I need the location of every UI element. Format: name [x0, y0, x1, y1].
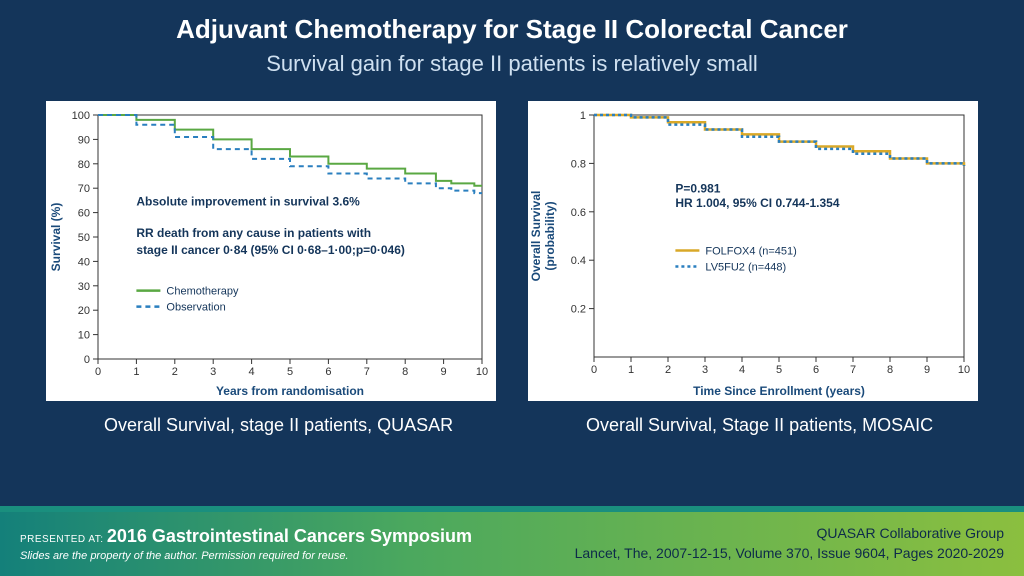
svg-text:1: 1 — [580, 110, 586, 122]
caption-right: Overall Survival, Stage II patients, MOS… — [528, 401, 978, 436]
svg-text:Chemotherapy: Chemotherapy — [166, 286, 239, 298]
svg-text:(probability): (probability) — [543, 201, 557, 270]
svg-text:5: 5 — [287, 366, 293, 378]
presented-at-label: PRESENTED AT: — [20, 534, 107, 545]
svg-text:2: 2 — [172, 366, 178, 378]
svg-text:Survival (%): Survival (%) — [49, 203, 63, 272]
svg-text:P=0.981: P=0.981 — [675, 181, 720, 195]
caption-left: Overall Survival, stage II patients, QUA… — [46, 401, 496, 436]
svg-text:4: 4 — [249, 366, 255, 378]
svg-text:20: 20 — [78, 305, 90, 317]
svg-text:Overall Survival: Overall Survival — [529, 191, 543, 282]
svg-text:7: 7 — [850, 364, 856, 376]
citation-group: QUASAR Collaborative Group — [575, 524, 1004, 544]
svg-text:100: 100 — [72, 110, 90, 122]
chart-left: 0123456789100102030405060708090100Years … — [46, 101, 496, 401]
svg-text:0.2: 0.2 — [571, 304, 586, 316]
charts-row: 0123456789100102030405060708090100Years … — [0, 77, 1024, 401]
svg-text:5: 5 — [776, 364, 782, 376]
svg-text:3: 3 — [210, 366, 216, 378]
slide-title: Adjuvant Chemotherapy for Stage II Color… — [0, 0, 1024, 45]
svg-text:6: 6 — [325, 366, 331, 378]
svg-text:stage II cancer 0·84 (95% CI 0: stage II cancer 0·84 (95% CI 0·68–1·00;p… — [136, 243, 404, 257]
svg-text:3: 3 — [702, 364, 708, 376]
slide-subtitle: Survival gain for stage II patients is r… — [0, 45, 1024, 77]
svg-text:0: 0 — [84, 354, 90, 366]
svg-text:10: 10 — [78, 330, 90, 342]
svg-text:10: 10 — [476, 366, 488, 378]
citation-ref: Lancet, The, 2007-12-15, Volume 370, Iss… — [575, 544, 1004, 564]
svg-text:0.4: 0.4 — [571, 255, 586, 267]
slide: Adjuvant Chemotherapy for Stage II Color… — [0, 0, 1024, 576]
svg-text:2: 2 — [665, 364, 671, 376]
svg-text:0.8: 0.8 — [571, 158, 586, 170]
svg-text:6: 6 — [813, 364, 819, 376]
svg-text:Absolute improvement in surviv: Absolute improvement in survival 3.6% — [136, 194, 360, 208]
svg-text:80: 80 — [78, 159, 90, 171]
svg-text:7: 7 — [364, 366, 370, 378]
svg-text:30: 30 — [78, 281, 90, 293]
svg-text:FOLFOX4 (n=451): FOLFOX4 (n=451) — [705, 246, 796, 258]
svg-text:4: 4 — [739, 364, 745, 376]
footer-note: Slides are the property of the author. P… — [20, 550, 349, 562]
svg-text:10: 10 — [958, 364, 970, 376]
svg-text:Observation: Observation — [166, 302, 225, 314]
svg-text:60: 60 — [78, 208, 90, 220]
svg-text:70: 70 — [78, 183, 90, 195]
svg-text:1: 1 — [133, 366, 139, 378]
svg-text:Years from randomisation: Years from randomisation — [216, 384, 364, 398]
svg-text:HR 1.004, 95% CI 0.744-1.354: HR 1.004, 95% CI 0.744-1.354 — [675, 196, 839, 210]
svg-text:9: 9 — [441, 366, 447, 378]
svg-text:Time Since Enrollment (years): Time Since Enrollment (years) — [693, 384, 865, 398]
svg-text:0: 0 — [591, 364, 597, 376]
svg-text:9: 9 — [924, 364, 930, 376]
svg-text:0.6: 0.6 — [571, 207, 586, 219]
caption-row: Overall Survival, stage II patients, QUA… — [0, 401, 1024, 436]
chart-right: 0 1 2 3 4 5 6 7 8 9 10 0.2 0.4 0.6 0.8 1 Time Since Enro… — [528, 101, 978, 401]
svg-text:0: 0 — [95, 366, 101, 378]
svg-text:50: 50 — [78, 232, 90, 244]
svg-text:RR death from any cause in pat: RR death from any cause in patients with — [136, 226, 371, 240]
svg-text:1: 1 — [628, 364, 634, 376]
conference-name: 2016 Gastrointestinal Cancers Symposium — [107, 526, 472, 546]
svg-text:LV5FU2 (n=448): LV5FU2 (n=448) — [705, 262, 786, 274]
svg-text:8: 8 — [402, 366, 408, 378]
footer-right: QUASAR Collaborative Group Lancet, The, … — [575, 524, 1004, 563]
svg-text:8: 8 — [887, 364, 893, 376]
footer-left: PRESENTED AT: 2016 Gastrointestinal Canc… — [20, 525, 472, 564]
svg-text:90: 90 — [78, 134, 90, 146]
svg-text:40: 40 — [78, 256, 90, 268]
footer: PRESENTED AT: 2016 Gastrointestinal Canc… — [0, 512, 1024, 576]
